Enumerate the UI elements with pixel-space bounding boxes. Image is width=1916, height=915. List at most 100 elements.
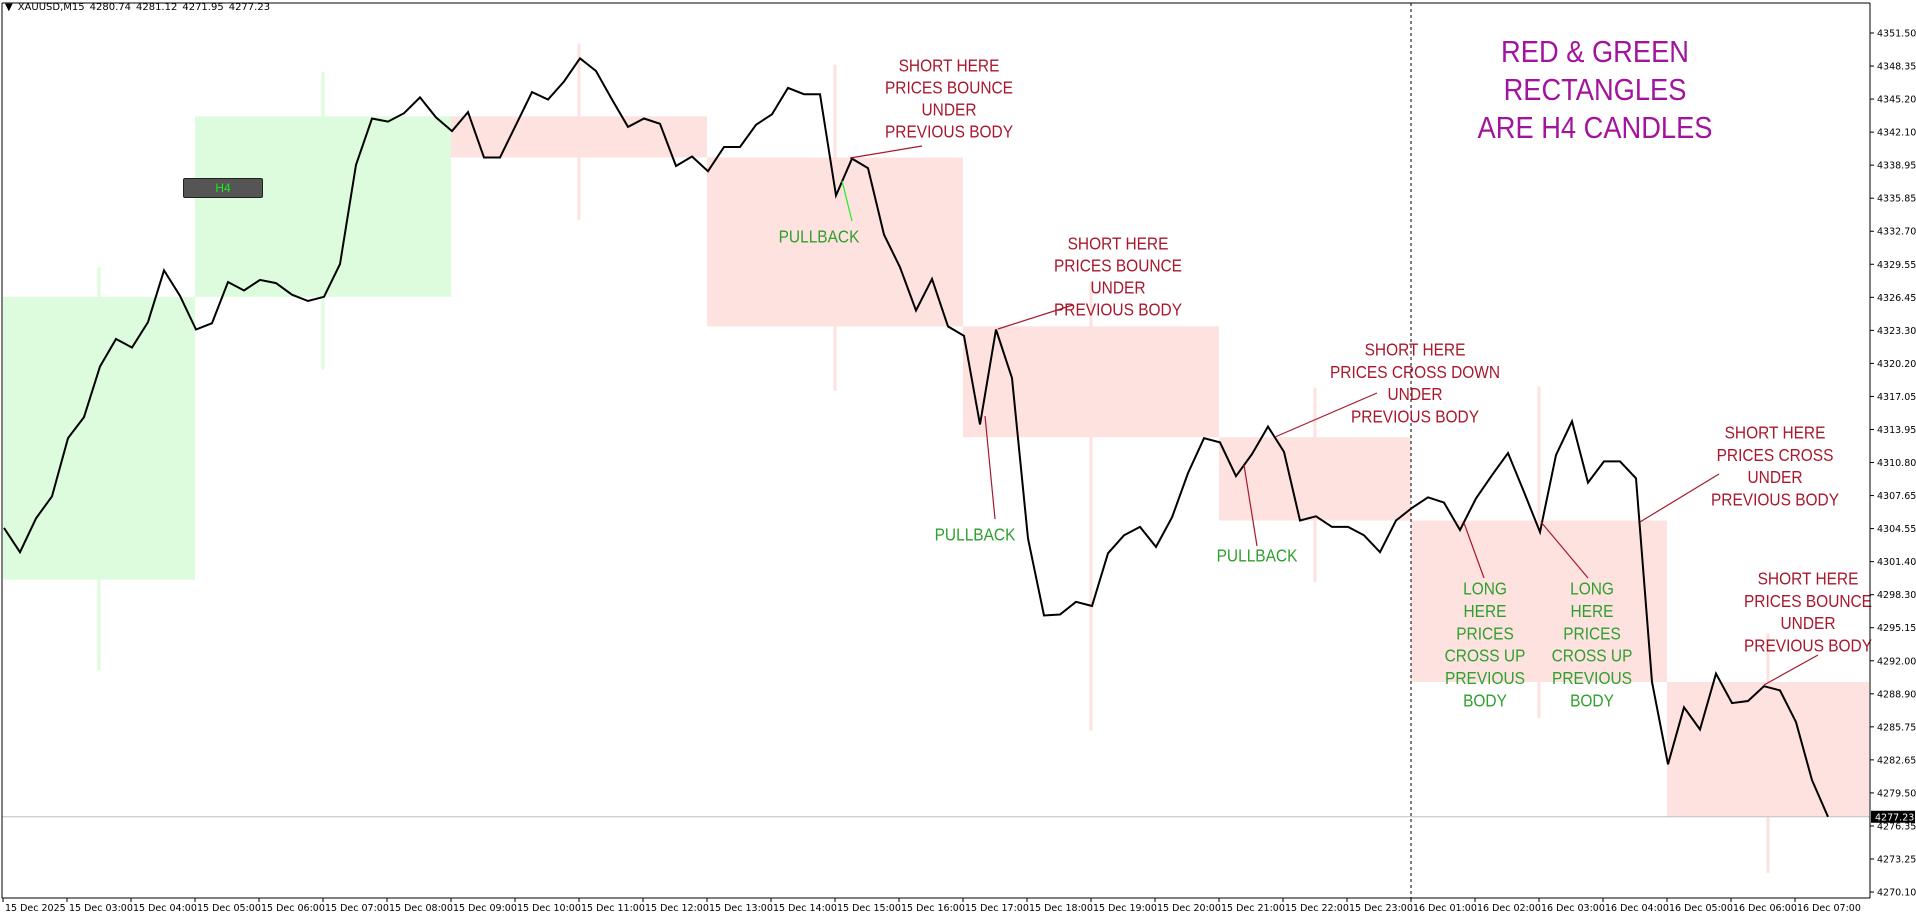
current-price-label: 4277.23	[1875, 812, 1914, 823]
long-annotation-text: PREVIOUS	[1552, 668, 1632, 688]
x-tick-label: 16 Dec 06:00	[1733, 903, 1797, 914]
y-tick-label: 4326.45	[1877, 293, 1916, 304]
close-price-series	[3, 56, 1829, 818]
short-annotation-text: PREVIOUS BODY	[1351, 406, 1479, 426]
annotation-pointer-line	[997, 304, 1074, 330]
long-annotation-text: HERE	[1571, 601, 1614, 621]
y-tick-label: 4282.65	[1877, 755, 1916, 766]
y-tick-label: 4279.50	[1877, 788, 1916, 799]
y-tick-label: 4317.05	[1877, 392, 1916, 403]
x-tick-label: 15 Dec 19:00	[1093, 903, 1157, 914]
short-annotation-text: PRICES BOUNCE	[1054, 255, 1182, 275]
ohlc-low: 4271.95	[182, 2, 224, 13]
y-tick-label: 4298.30	[1877, 590, 1916, 601]
x-tick-label: 15 Dec 21:00	[1221, 903, 1285, 914]
x-tick-label: 16 Dec 04:00	[1605, 903, 1669, 914]
y-tick-label: 4273.25	[1877, 855, 1916, 866]
y-tick-label: 4323.30	[1877, 326, 1916, 337]
short-annotation-text: SHORT HERE	[1725, 422, 1826, 442]
triangle-down-icon[interactable]: ▼	[5, 2, 13, 13]
h4-candle-body	[1411, 520, 1667, 682]
short-annotation-text: PRICES CROSS DOWN	[1330, 362, 1500, 382]
x-tick-label: 15 Dec 23:00	[1349, 903, 1413, 914]
pullback-annotation-text: PULLBACK	[779, 226, 860, 246]
annotation-pointer-line	[1243, 464, 1258, 547]
x-tick-label: 15 Dec 03:00	[69, 903, 133, 914]
short-annotation-text: PREVIOUS BODY	[1054, 299, 1182, 319]
y-tick-label: 4276.35	[1877, 821, 1916, 832]
short-annotation-text: PREVIOUS BODY	[1711, 489, 1839, 509]
x-tick-label: 16 Dec 01:00	[1413, 903, 1477, 914]
short-annotation-text: SHORT HERE	[1068, 233, 1169, 253]
x-tick-label: 16 Dec 07:00	[1797, 903, 1861, 914]
long-annotation-text: CROSS UP	[1552, 646, 1633, 666]
y-tick-label: 4320.20	[1877, 359, 1916, 370]
short-annotation-text: PRICES BOUNCE	[1744, 591, 1872, 611]
short-annotation-text: UNDER	[1388, 384, 1443, 404]
y-tick-label: 4342.10	[1877, 128, 1916, 139]
y-tick-label: 4338.95	[1877, 161, 1916, 172]
x-tick-label: 15 Dec 07:00	[325, 903, 389, 914]
h4-candle-body	[1667, 681, 1869, 817]
h4-candle-body	[1219, 437, 1411, 521]
x-tick-label: 15 Dec 05:00	[197, 903, 261, 914]
x-tick-label: 15 Dec 04:00	[133, 903, 197, 914]
short-annotation-text: UNDER	[1091, 277, 1146, 297]
short-annotation-text: SHORT HERE	[899, 55, 1000, 75]
y-tick-label: 4310.80	[1877, 458, 1916, 469]
y-tick-label: 4292.00	[1877, 656, 1916, 667]
short-annotation-text: PRICES BOUNCE	[885, 77, 1013, 97]
y-tick-label: 4295.15	[1877, 623, 1916, 634]
long-annotation-text: PRICES	[1563, 623, 1621, 643]
x-tick-label: 15 Dec 2025	[5, 903, 66, 914]
pullback-annotation-text: PULLBACK	[1217, 545, 1298, 565]
short-annotation-text: PREVIOUS BODY	[1744, 635, 1872, 655]
h4-button[interactable]: H4	[183, 178, 263, 198]
y-tick-label: 4304.55	[1877, 524, 1916, 535]
x-tick-label: 15 Dec 10:00	[517, 903, 581, 914]
title-line: RECTANGLES	[1504, 73, 1687, 107]
x-tick-label: 15 Dec 14:00	[773, 903, 837, 914]
annotation-pointer-line	[1274, 392, 1378, 438]
x-tick-label: 15 Dec 16:00	[901, 903, 965, 914]
y-tick-label: 4348.35	[1877, 62, 1916, 73]
annotation-pointer-line	[1540, 521, 1589, 579]
h4-candle-wick	[1089, 282, 1093, 731]
x-tick-label: 15 Dec 20:00	[1157, 903, 1221, 914]
x-tick-label: 15 Dec 08:00	[389, 903, 453, 914]
x-tick-label: 16 Dec 05:00	[1669, 903, 1733, 914]
x-tick-label: 15 Dec 18:00	[1029, 903, 1093, 914]
long-annotation-text: CROSS UP	[1445, 646, 1526, 666]
y-tick-label: 4270.10	[1877, 888, 1916, 899]
annotation-pointer-line	[1763, 654, 1819, 686]
x-tick-label: 15 Dec 09:00	[453, 903, 517, 914]
annotation-pointer-line	[849, 145, 923, 159]
title-line: RED & GREEN	[1501, 35, 1689, 69]
long-annotation-text: LONG	[1463, 578, 1507, 598]
y-tick-label: 4345.20	[1877, 95, 1916, 106]
title-line: ARE H4 CANDLES	[1478, 111, 1713, 145]
x-tick-label: 15 Dec 13:00	[709, 903, 773, 914]
y-tick-label: 4351.50	[1877, 29, 1916, 40]
short-annotation-text: UNDER	[1781, 613, 1836, 633]
annotation-pointer-line	[984, 415, 996, 520]
short-annotation-text: SHORT HERE	[1365, 339, 1466, 359]
long-annotation-text: BODY	[1463, 690, 1507, 710]
h4-candle-body	[963, 326, 1219, 438]
chart-lines	[2, 3, 1870, 898]
symbol-label: XAUUSD,M15	[17, 2, 85, 13]
y-tick-label: 4285.75	[1877, 722, 1916, 733]
long-annotation-text: PRICES	[1456, 623, 1514, 643]
annotation-pointer-line	[1463, 522, 1485, 579]
price-line	[3, 56, 1829, 818]
x-tick-label: 15 Dec 22:00	[1285, 903, 1349, 914]
long-annotation-text: PREVIOUS	[1445, 668, 1525, 688]
x-tick-label: 15 Dec 17:00	[965, 903, 1029, 914]
y-tick-label: 4313.95	[1877, 425, 1916, 436]
x-tick-label: 16 Dec 03:00	[1541, 903, 1605, 914]
y-tick-label: 4301.40	[1877, 557, 1916, 568]
annotation-pointer-line	[841, 180, 853, 222]
y-tick-label: 4332.70	[1877, 227, 1916, 238]
